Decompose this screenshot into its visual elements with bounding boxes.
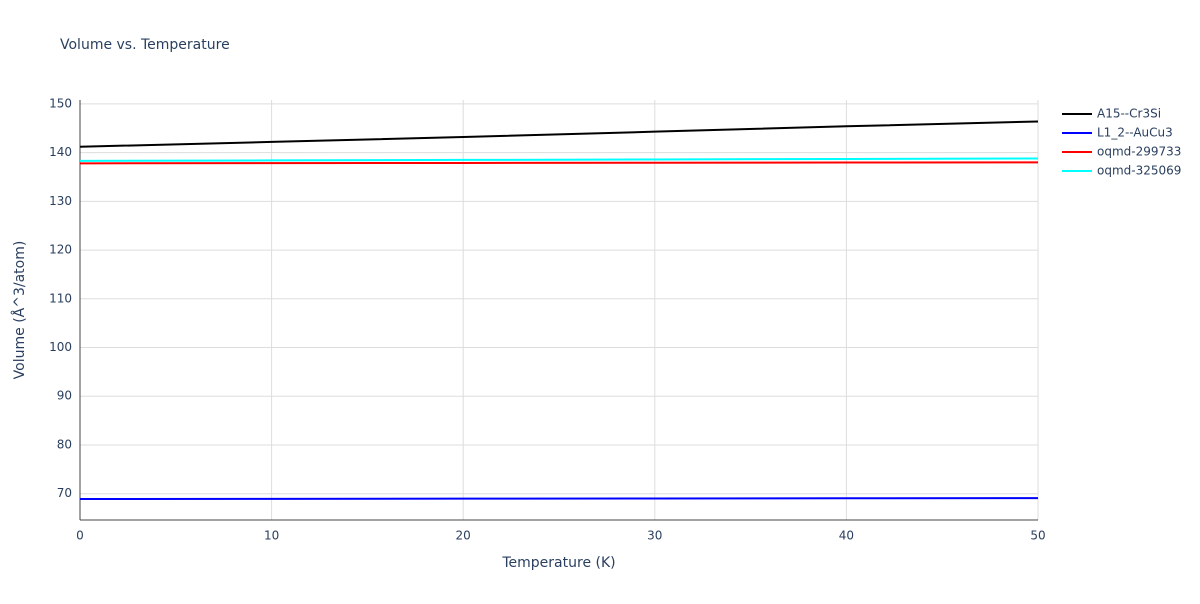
y-tick-label: 140 (49, 145, 72, 159)
y-tick-label: 90 (57, 389, 72, 403)
x-tick-label: 20 (456, 529, 471, 543)
x-tick-label: 40 (839, 529, 854, 543)
y-tick-label: 70 (57, 486, 72, 500)
legend-label: oqmd-325069 (1097, 164, 1181, 178)
y-tick-label: 100 (49, 340, 72, 354)
x-tick-label: 0 (76, 529, 84, 543)
x-tick-label: 50 (1030, 529, 1045, 543)
x-tick-label: 30 (647, 529, 662, 543)
y-tick-label: 150 (49, 96, 72, 110)
series-line (79, 120, 1039, 148)
series-line (79, 157, 1039, 162)
chart-title: Volume vs. Temperature (60, 37, 230, 53)
legend-label: A15--Cr3Si (1097, 107, 1161, 121)
legend-label: L1_2--AuCu3 (1097, 126, 1173, 140)
y-tick-label: 110 (49, 291, 72, 305)
series-line (79, 161, 1039, 165)
series-line (79, 497, 1039, 501)
y-tick-label: 80 (57, 437, 72, 451)
legend-label: oqmd-299733 (1097, 145, 1181, 159)
x-tick-label: 10 (264, 529, 279, 543)
y-tick-label: 130 (49, 194, 72, 208)
x-axis-label: Temperature (K) (501, 555, 615, 571)
y-axis-label: Volume (Å^3/atom) (11, 241, 28, 380)
y-tick-label: 120 (49, 243, 72, 257)
